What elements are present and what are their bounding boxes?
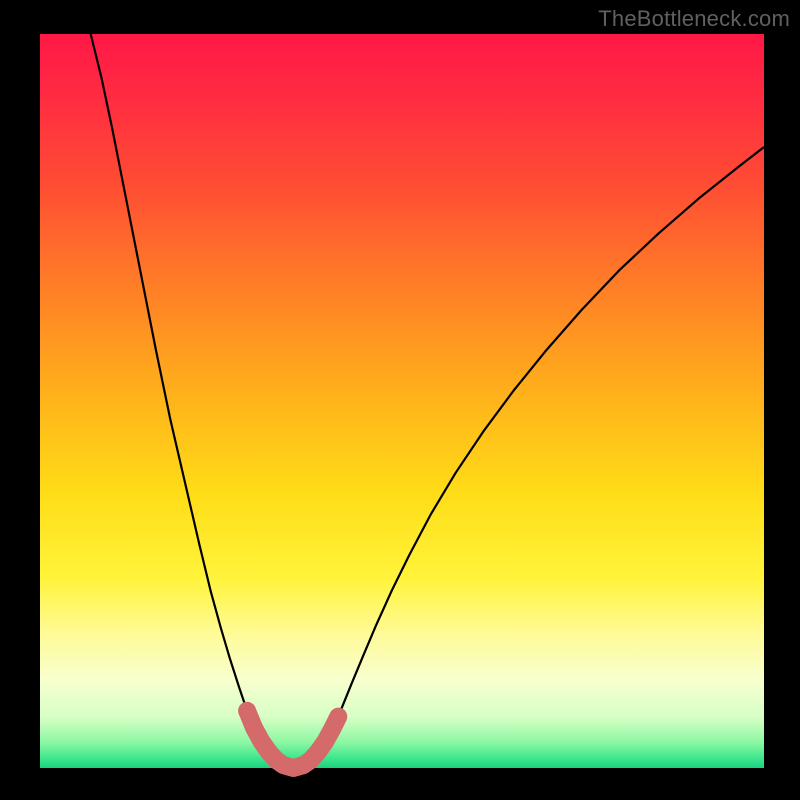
bottleneck-chart (0, 0, 800, 800)
watermark-text: TheBottleneck.com (598, 6, 790, 32)
chart-background (40, 34, 764, 768)
